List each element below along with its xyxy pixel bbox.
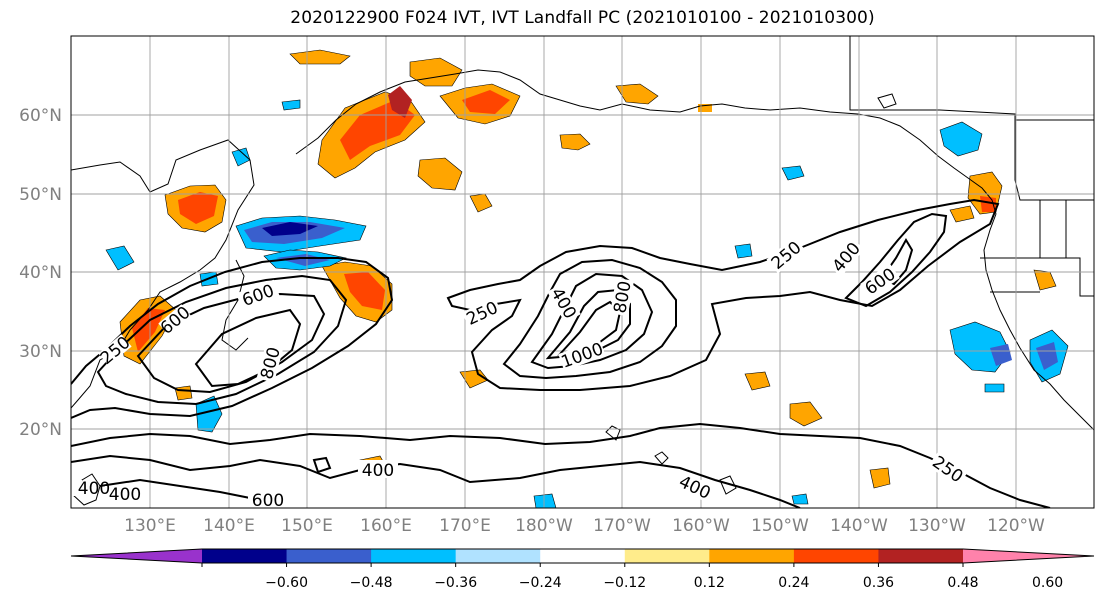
colorbar-swatch <box>540 549 626 563</box>
colorbar-tick-label: −0.36 <box>434 575 477 591</box>
colorbar-swatch <box>286 549 372 563</box>
colorbar-tick-label: −0.24 <box>519 575 562 591</box>
map-title: 2020122900 F024 IVT, IVT Landfall PC (20… <box>290 8 875 28</box>
lon-label: 160°W <box>672 516 730 536</box>
lon-label: 140°E <box>203 516 255 536</box>
lon-label: 180°W <box>515 516 573 536</box>
colorbar-swatch <box>71 549 202 563</box>
longitude-labels: 130°E 140°E 150°E 160°E 170°E 180°W 170°… <box>124 516 1045 536</box>
colorbar: −0.60 −0.48 −0.36 −0.24 −0.12 0.12 0.24 … <box>70 548 1095 591</box>
colorbar-tick-labels: −0.60 −0.48 −0.36 −0.24 −0.12 0.12 0.24 … <box>265 575 1063 591</box>
latitude-labels: 60°N 50°N 40°N 30°N 20°N <box>19 106 62 440</box>
lon-label: 150°W <box>751 516 809 536</box>
colorbar-tick-label: 0.12 <box>694 575 725 591</box>
colorbar-tick-label: −0.48 <box>350 575 393 591</box>
contour-label: 400 <box>362 461 394 481</box>
colorbar-swatch <box>793 549 879 563</box>
lon-label: 170°W <box>593 516 651 536</box>
colorbar-swatch <box>371 549 457 563</box>
colorbar-tick-label: −0.12 <box>603 575 646 591</box>
lat-label: 30°N <box>19 342 62 362</box>
colorbar-swatch <box>455 549 541 563</box>
colorbar-swatch <box>709 549 795 563</box>
lon-label: 130°W <box>908 516 966 536</box>
lat-label: 20°N <box>19 420 62 440</box>
colorbar-tick-label: 0.60 <box>1032 575 1063 591</box>
colorbar-tick-label: −0.60 <box>265 575 308 591</box>
lat-label: 50°N <box>19 185 62 205</box>
colorbar-swatches <box>70 548 1095 564</box>
colorbar-swatch <box>963 549 1094 563</box>
lat-label: 60°N <box>19 106 62 126</box>
lon-label: 150°E <box>281 516 333 536</box>
colorbar-tick-label: 0.48 <box>947 575 978 591</box>
colorbar-swatch <box>878 549 964 563</box>
negative-anomaly-shading <box>105 99 1069 508</box>
colorbar-swatch <box>202 549 288 563</box>
plot-content: 250 250 250 250 400 400 400 400 400 600 … <box>71 36 1094 511</box>
coastlines <box>71 36 1094 506</box>
lon-label: 130°E <box>124 516 176 536</box>
colorbar-ticks <box>201 563 964 567</box>
lat-label: 40°N <box>19 263 62 283</box>
colorbar-tick-label: 0.24 <box>778 575 809 591</box>
contour-label: 400 <box>109 485 141 505</box>
positive-anomaly-shading <box>119 49 1057 489</box>
lon-label: 160°E <box>360 516 412 536</box>
lon-label: 120°W <box>987 516 1045 536</box>
contour-label: 600 <box>252 491 284 511</box>
colorbar-tick-label: 0.36 <box>863 575 894 591</box>
plot-frame <box>70 35 1095 509</box>
ivt-contours <box>71 198 1051 508</box>
contour-label: 400 <box>78 479 110 499</box>
gridlines <box>71 36 1094 508</box>
lon-label: 170°E <box>439 516 491 536</box>
colorbar-swatch <box>624 549 710 563</box>
lon-label: 140°W <box>830 516 888 536</box>
